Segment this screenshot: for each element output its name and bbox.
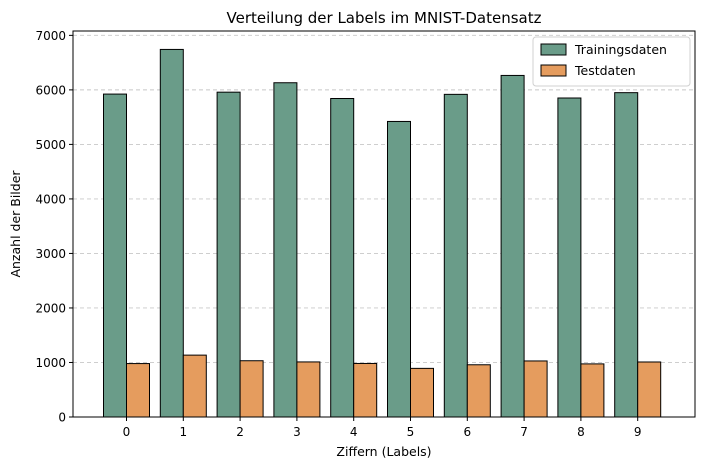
bar-test [182, 354, 207, 418]
bars [103, 48, 662, 418]
y-tick-label: 5000 [35, 138, 66, 152]
bar-test [410, 367, 434, 418]
x-axis: 0 1 2 3 4 5 6 7 8 9 [123, 417, 642, 439]
bar-training [330, 97, 355, 418]
legend: Trainingsdaten Testdaten [532, 36, 691, 87]
legend-box [532, 36, 691, 87]
gridlines [73, 34, 695, 418]
bar-test [296, 361, 321, 418]
bar-test [239, 360, 264, 418]
bar-test [126, 363, 150, 418]
y-tick-label: 1000 [35, 356, 66, 370]
y-tick-label: 6000 [35, 83, 66, 97]
x-tick-label: 5 [407, 425, 415, 439]
y-tick-label: 4000 [35, 192, 66, 206]
legend-label-test: Testdaten [574, 63, 636, 78]
bar-training [614, 92, 639, 418]
x-tick-label: 8 [577, 425, 585, 439]
y-axis-title: Anzahl der Bilder [8, 170, 23, 278]
x-tick-label: 9 [634, 425, 642, 439]
y-tick-label: 2000 [35, 301, 66, 315]
y-tick-label: 0 [58, 411, 66, 425]
bar-test [637, 361, 662, 418]
x-tick-label: 4 [350, 425, 358, 439]
y-axis: 0 1000 2000 3000 4000 5000 6000 7000 [35, 29, 73, 425]
bar-training [557, 97, 582, 418]
plot-area-frame [72, 30, 696, 418]
x-tick-label: 0 [123, 425, 131, 439]
bar-training [500, 74, 525, 418]
bar-training [216, 91, 241, 418]
y-tick-label: 7000 [35, 29, 66, 43]
x-tick-label: 1 [179, 425, 187, 439]
bar-test [580, 363, 605, 418]
legend-swatch-test [540, 64, 567, 77]
legend-swatch-training [540, 43, 567, 56]
x-tick-label: 2 [236, 425, 244, 439]
legend-label-training: Trainingsdaten [574, 42, 667, 57]
x-axis-title: Ziffern (Labels) [336, 444, 431, 459]
bar-test [353, 362, 378, 418]
x-tick-label: 3 [293, 425, 301, 439]
x-tick-label: 6 [463, 425, 471, 439]
bar-test [523, 360, 548, 418]
chart-title: Verteilung der Labels im MNIST-Datensatz [227, 9, 542, 27]
x-tick-label: 7 [520, 425, 528, 439]
bar-training [387, 120, 411, 418]
bar-training [103, 93, 127, 418]
bar-test [466, 364, 491, 418]
bar-training [273, 82, 298, 418]
bar-training [443, 93, 468, 418]
bar-training [159, 48, 184, 418]
y-tick-label: 3000 [35, 247, 66, 261]
